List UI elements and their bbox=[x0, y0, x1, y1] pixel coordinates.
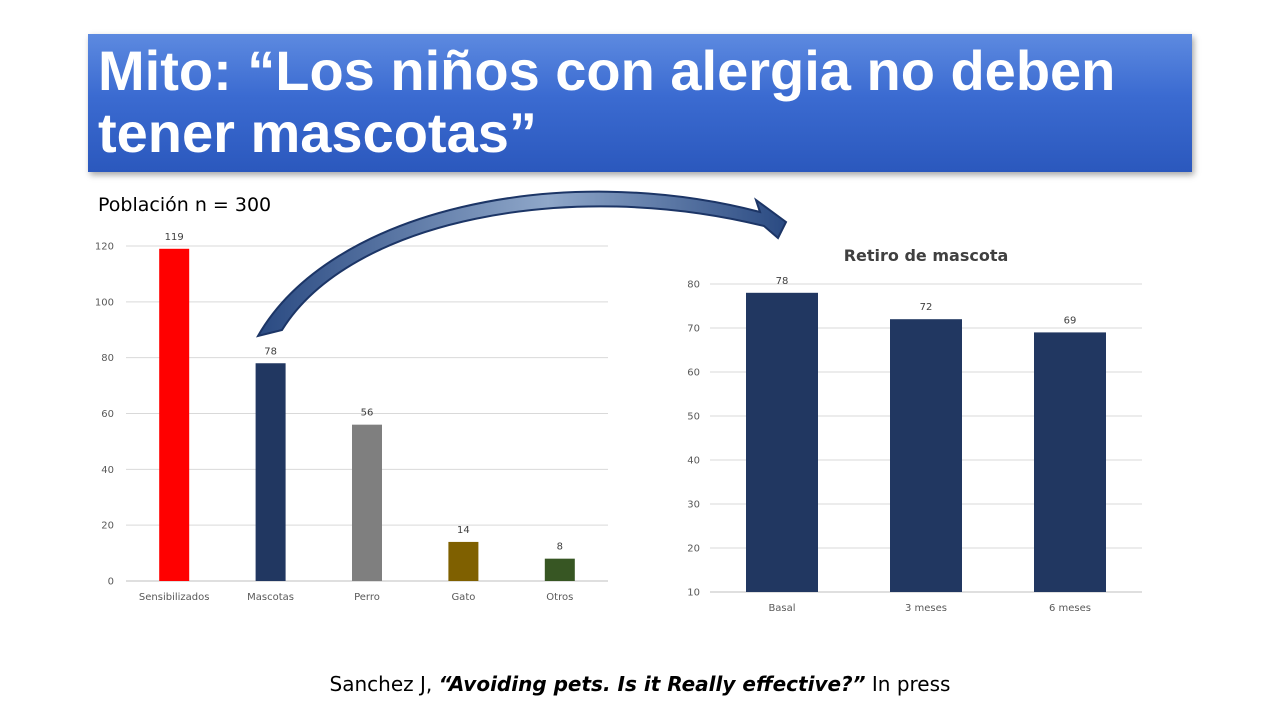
chart2-x-tick: 6 meses bbox=[1049, 603, 1091, 614]
chart1-x-tick: Sensibilizados bbox=[139, 592, 210, 603]
citation-title: “Avoiding pets. Is it Really effective?” bbox=[438, 672, 866, 696]
chart2-y-tick: 30 bbox=[687, 500, 700, 511]
chart2-y-tick: 80 bbox=[687, 280, 700, 291]
chart1-x-tick: Perro bbox=[354, 592, 380, 603]
chart1-y-tick: 100 bbox=[95, 297, 114, 308]
chart2-y-tick: 60 bbox=[687, 368, 700, 379]
chart2-title: Retiro de mascota bbox=[844, 246, 1009, 265]
chart1-data-label: 14 bbox=[457, 525, 470, 536]
chart2-bar-0 bbox=[746, 292, 818, 592]
chart2-data-label: 72 bbox=[920, 302, 933, 313]
population-label: Población n = 300 bbox=[98, 194, 272, 216]
chart2-data-label: 69 bbox=[1064, 315, 1077, 326]
chart2-y-tick: 20 bbox=[687, 544, 700, 555]
chart1-x-tick: Otros bbox=[546, 592, 573, 603]
chart2-bar-2 bbox=[1034, 332, 1106, 592]
chart1-x-tick: Gato bbox=[451, 592, 475, 603]
title-banner: Mito: “Los niños con alergia no deben te… bbox=[88, 34, 1192, 172]
chart2-y-tick: 70 bbox=[687, 324, 700, 335]
chart1-x-tick: Mascotas bbox=[247, 592, 294, 603]
chart1-bar-1 bbox=[255, 363, 286, 581]
chart1-data-label: 8 bbox=[557, 542, 563, 553]
title-line-2: tener mascotas” bbox=[98, 101, 537, 164]
chart2-bar-1 bbox=[890, 319, 962, 592]
citation-suffix: In press bbox=[865, 672, 951, 696]
slide-title: Mito: “Los niños con alergia no deben te… bbox=[98, 40, 1192, 164]
chart2-x-tick: 3 meses bbox=[905, 603, 947, 614]
chart1-y-tick: 0 bbox=[108, 577, 114, 588]
chart1-y-tick: 20 bbox=[101, 521, 114, 532]
chart1-y-tick: 60 bbox=[101, 409, 114, 420]
citation: Sanchez J, “Avoiding pets. Is it Really … bbox=[0, 672, 1280, 696]
chart2-y-tick: 40 bbox=[687, 456, 700, 467]
chart1-bar-4 bbox=[544, 558, 575, 581]
citation-prefix: Sanchez J, bbox=[329, 672, 439, 696]
chart1-bar-0 bbox=[159, 248, 190, 581]
chart1-y-tick: 80 bbox=[101, 353, 114, 364]
title-line-1: Mito: “Los niños con alergia no deben bbox=[98, 39, 1116, 102]
chart1-data-label: 78 bbox=[264, 346, 277, 357]
chart1-data-label: 119 bbox=[165, 232, 184, 243]
chart2-y-tick: 10 bbox=[687, 588, 700, 599]
chart1-bar-3 bbox=[448, 541, 479, 581]
chart2-y-tick: 50 bbox=[687, 412, 700, 423]
curved-arrow-icon bbox=[255, 190, 788, 338]
chart2-x-tick: Basal bbox=[768, 603, 795, 614]
chart1-data-label: 56 bbox=[361, 408, 374, 419]
chart1-y-tick: 120 bbox=[95, 242, 114, 253]
chart2-data-label: 78 bbox=[776, 276, 789, 287]
chart1-bar-2 bbox=[352, 424, 382, 581]
chart1-y-tick: 40 bbox=[101, 465, 114, 476]
